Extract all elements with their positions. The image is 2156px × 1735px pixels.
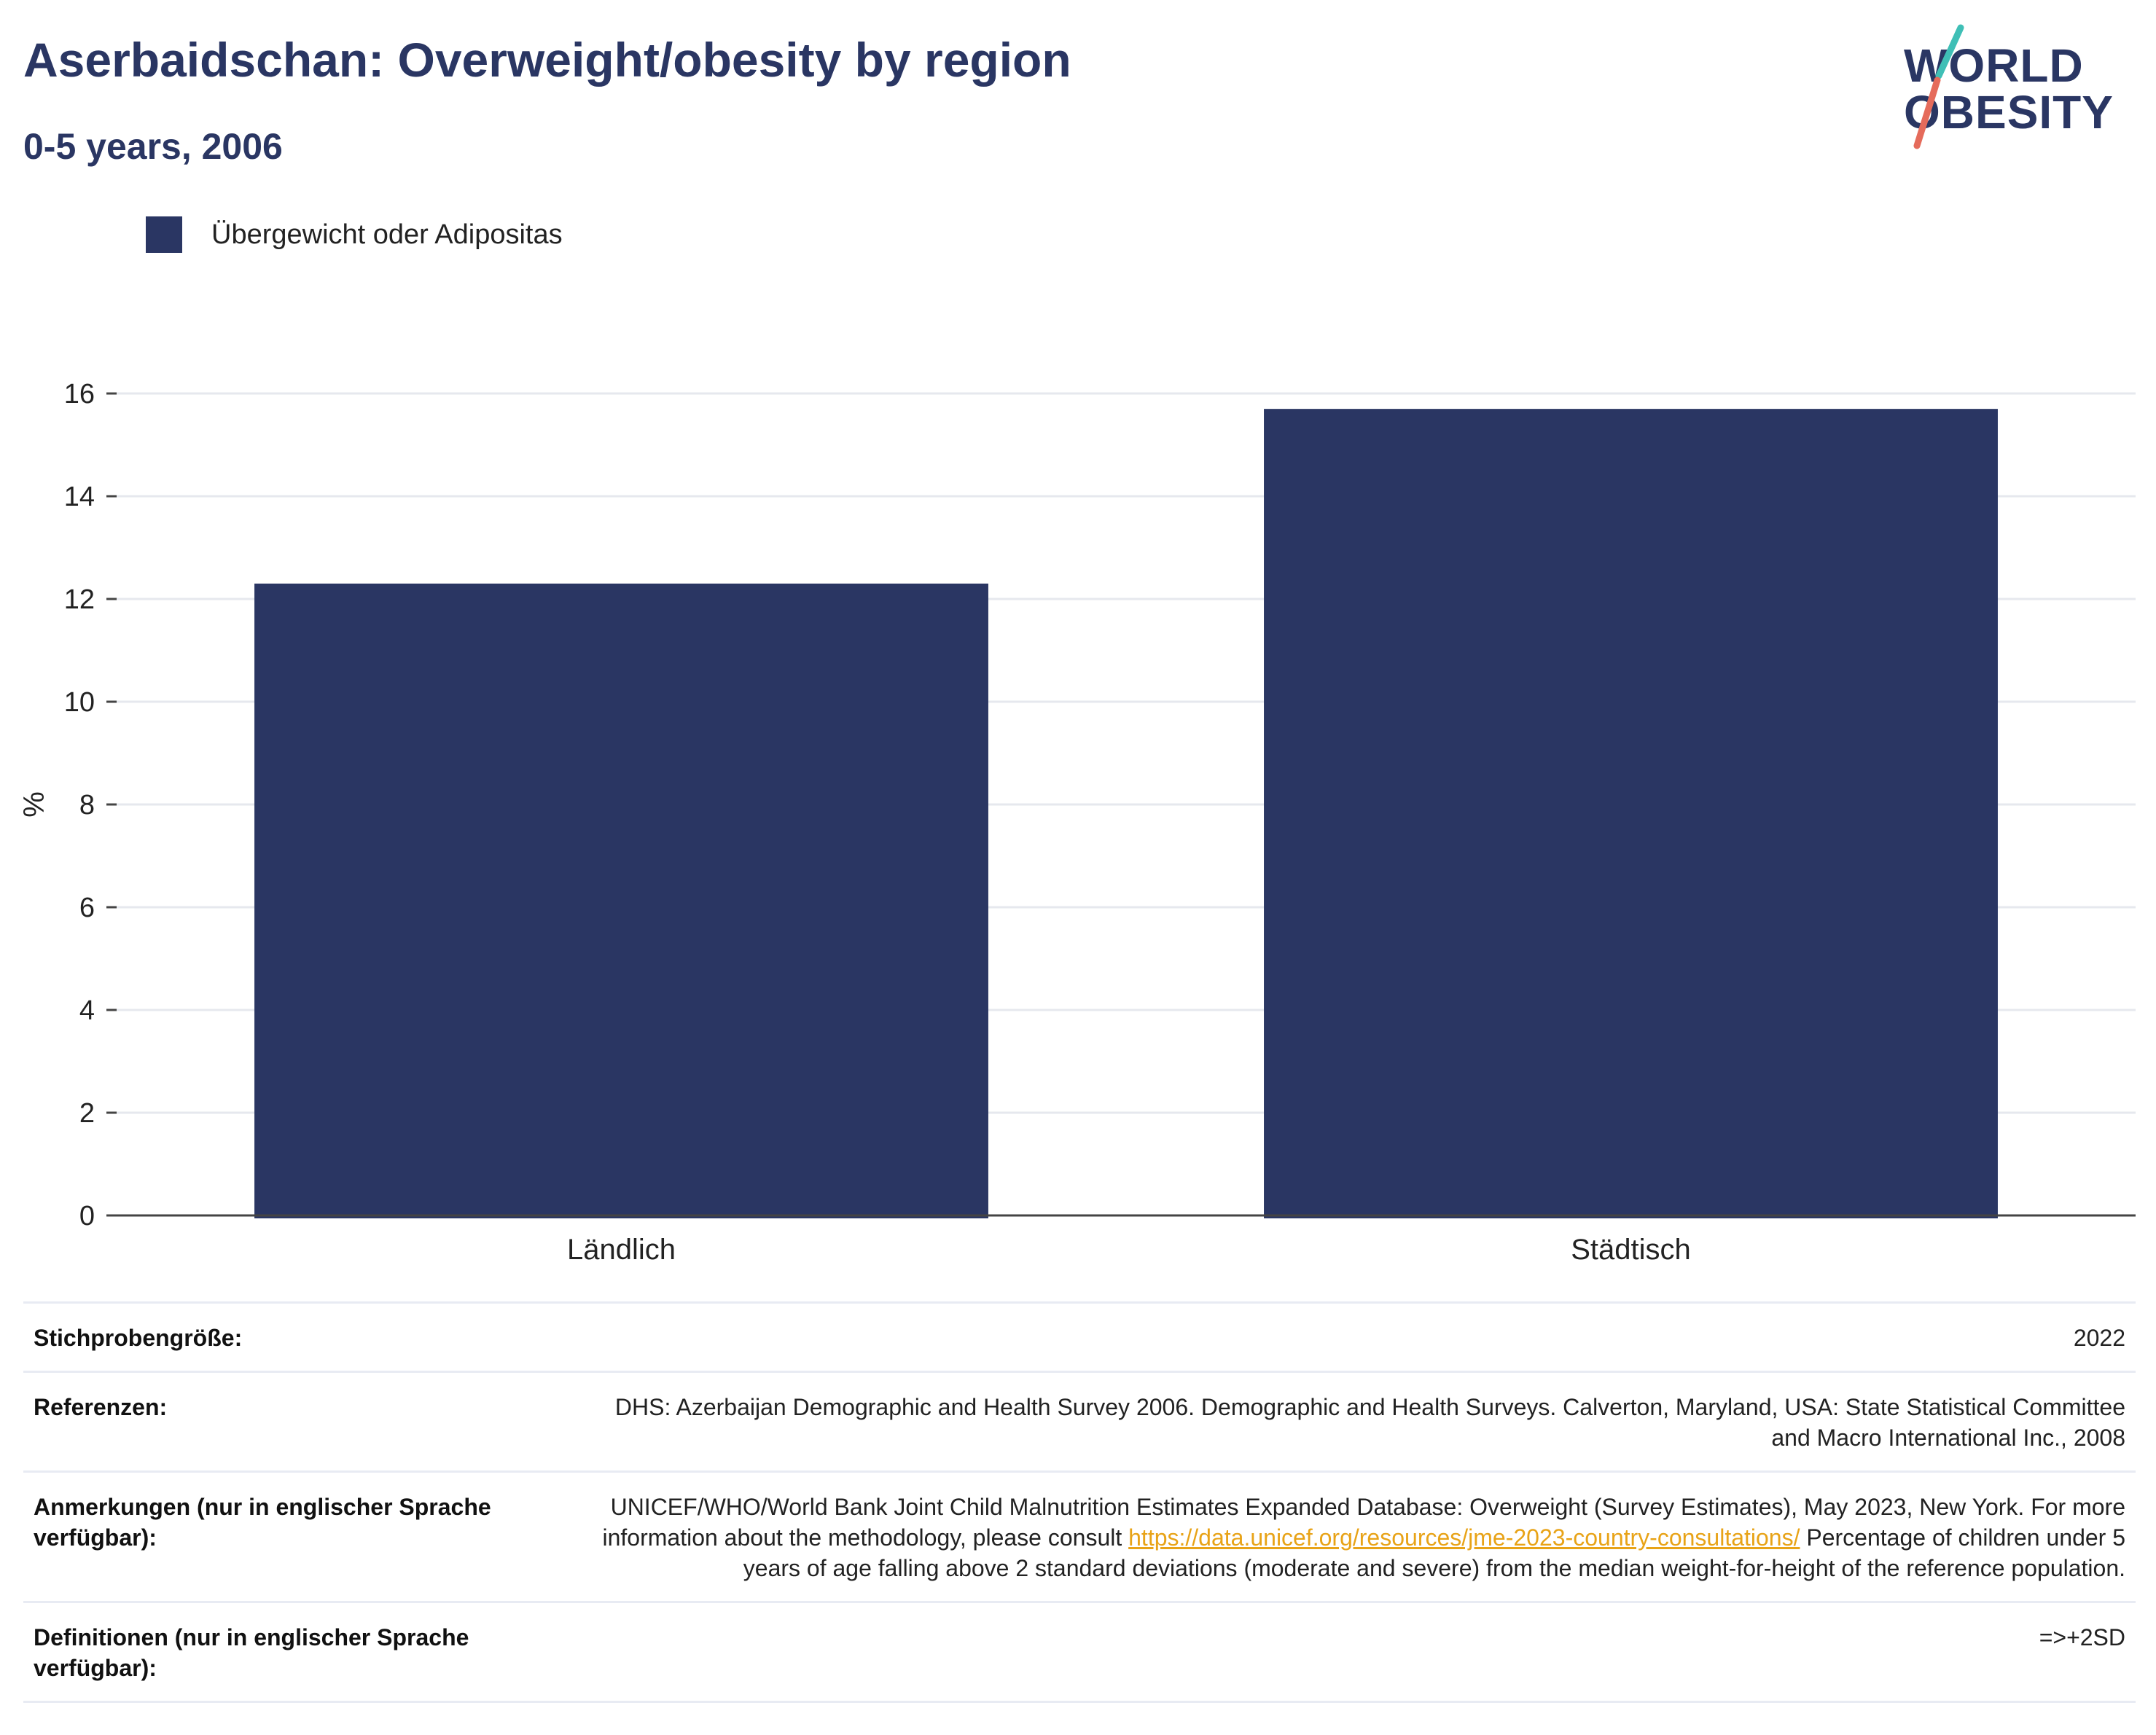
notes-text-after: Percentage of children under 5 years of …: [743, 1524, 2125, 1581]
y-axis-ticks: 0 2 4 6 8 10 12 14 16: [64, 379, 117, 1231]
y-tick-label: 12: [64, 584, 95, 615]
info-row-references: Referenzen: DHS: Azerbaijan Demographic …: [23, 1373, 2136, 1473]
legend-label: Übergewicht oder Adipositas: [211, 219, 563, 250]
logo-text-obesity: OBESITY: [1904, 86, 2114, 138]
info-table: Stichprobengröße: 2022 Referenzen: DHS: …: [23, 1301, 2136, 1703]
logo-slash-icon: [1913, 24, 1964, 149]
info-value: =>+2SD: [2039, 1624, 2125, 1650]
y-tick-label: 16: [64, 379, 95, 410]
info-key: Stichprobengröße:: [34, 1325, 243, 1351]
chart-title: Aserbaidschan: Overweight/obesity by reg…: [23, 33, 1071, 87]
y-tick-label: 10: [64, 687, 95, 718]
x-category-label: Städtisch: [1571, 1234, 1691, 1266]
legend: Übergewicht oder Adipositas: [146, 216, 563, 254]
info-key: Anmerkungen (nur in englischer Sprache v…: [34, 1494, 491, 1551]
bar-chart: 0 2 4 6 8 10 12 14 16 Ländlich Städtisch %: [18, 379, 2136, 1266]
info-value: 2022: [2073, 1325, 2125, 1351]
world-obesity-logo: WORLD OBESITY: [1895, 22, 2143, 153]
y-tick-label: 6: [79, 893, 95, 923]
y-axis-label: %: [18, 791, 50, 818]
bars: [254, 409, 1998, 1218]
x-category-label: Ländlich: [567, 1234, 676, 1266]
info-value: DHS: Azerbaijan Demographic and Health S…: [614, 1394, 2125, 1451]
info-row-definitions: Definitionen (nur in englischer Sprache …: [23, 1603, 2136, 1703]
bar[interactable]: [1264, 409, 1998, 1218]
notes-text-before: UNICEF/WHO/World Bank Joint Child Malnut…: [602, 1494, 2125, 1551]
y-tick-label: 8: [79, 790, 95, 820]
y-tick-label: 0: [79, 1201, 95, 1231]
info-key: Referenzen:: [34, 1394, 168, 1420]
chart-subtitle: 0-5 years, 2006: [23, 126, 283, 167]
methodology-link[interactable]: https://data.unicef.org/resources/jme-20…: [1128, 1524, 1800, 1551]
info-key: Definitionen (nur in englischer Sprache …: [34, 1624, 469, 1681]
y-tick-label: 14: [64, 482, 95, 512]
y-tick-label: 2: [79, 1098, 95, 1129]
info-value: UNICEF/WHO/World Bank Joint Child Malnut…: [558, 1492, 2125, 1583]
y-tick-label: 4: [79, 995, 95, 1026]
info-row-notes: Anmerkungen (nur in englischer Sprache v…: [23, 1473, 2136, 1603]
info-row-sample-size: Stichprobengröße: 2022: [23, 1304, 2136, 1373]
bar[interactable]: [254, 583, 988, 1218]
legend-swatch: [146, 216, 182, 253]
x-axis-categories: Ländlich Städtisch: [567, 1234, 1691, 1266]
